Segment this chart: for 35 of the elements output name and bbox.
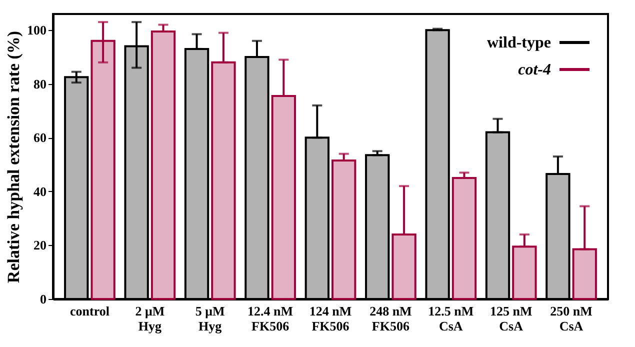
y-tick-label: 80 (34, 76, 46, 92)
x-tick-label: 124 nM FK506 (309, 304, 352, 334)
bar (184, 48, 210, 300)
bar (572, 248, 597, 300)
bar (124, 45, 149, 300)
y-axis-title: Relative hyphal extension rate (%) (4, 30, 23, 284)
y-tick-label: 20 (34, 238, 46, 253)
x-tick-label: 12.5 nM CsA (428, 304, 474, 334)
bar (546, 172, 570, 300)
x-tick-label: 12.4 nM FK506 (248, 304, 294, 334)
x-tick-label: 250 nM CsA (550, 304, 592, 334)
bar (425, 29, 450, 300)
bar (244, 56, 270, 300)
bar (452, 177, 477, 300)
bar (485, 131, 510, 300)
bar (64, 76, 89, 300)
legend-label: wild-type (487, 34, 551, 52)
legend-label: cot-4 (518, 62, 551, 78)
y-tick-label: 60 (34, 130, 46, 146)
bar (512, 246, 537, 300)
y-tick-label: 40 (34, 184, 46, 199)
bar (150, 30, 176, 300)
bar (211, 61, 236, 300)
bar (304, 136, 330, 300)
x-tick-label: 5 μM Hyg (195, 304, 225, 334)
x-tick-label: control (70, 304, 110, 318)
bar (332, 160, 356, 300)
y-tick-label: 0 (40, 292, 46, 306)
x-tick-label: 248 nM FK506 (370, 304, 412, 334)
y-tick-label: 100 (27, 22, 46, 38)
x-tick-label: 2 μM Hyg (135, 304, 165, 334)
bar (271, 95, 296, 300)
x-tick-label: 125 nM CsA (490, 304, 532, 334)
bar (392, 233, 416, 300)
bar (90, 40, 116, 300)
